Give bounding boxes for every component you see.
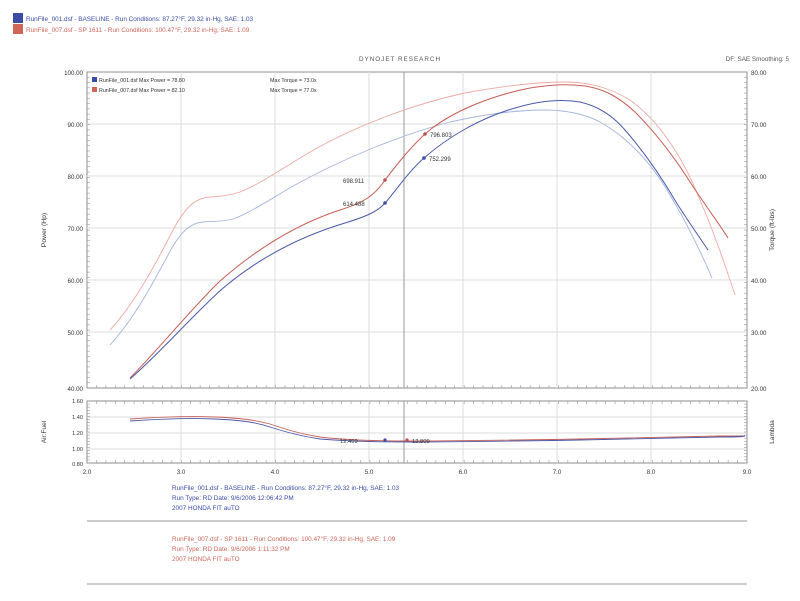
svg-text:1.60: 1.60 bbox=[72, 399, 83, 405]
svg-text:60.00: 60.00 bbox=[68, 278, 84, 285]
svg-text:50.00: 50.00 bbox=[751, 226, 767, 233]
svg-text:90.00: 90.00 bbox=[68, 122, 84, 129]
svg-text:Lambda: Lambda bbox=[769, 420, 776, 444]
svg-text:Run Type: RD Date: 9/6/2006 1: Run Type: RD Date: 9/6/2006 12:06:42 PM bbox=[172, 495, 294, 502]
svg-text:752.299: 752.299 bbox=[429, 157, 451, 163]
svg-text:Torque (ft-lbs): Torque (ft-lbs) bbox=[769, 209, 776, 251]
svg-text:RunFile_007.dsf - SP 1611 -: RunFile_007.dsf - SP 1611 - Run Conditio… bbox=[172, 535, 396, 543]
svg-text:RunFile_001.dsf - BASELINE -: RunFile_001.dsf - BASELINE - Run Conditi… bbox=[26, 15, 254, 23]
svg-text:Air:Fuel: Air:Fuel bbox=[41, 420, 48, 443]
svg-text:Power (Hp): Power (Hp) bbox=[41, 213, 48, 247]
svg-text:Run Type: RD Date: 9/6/2006 1: Run Type: RD Date: 9/6/2006 1:11:32 PM bbox=[172, 546, 290, 553]
svg-text:2007 HONDA FIT auTO: 2007 HONDA FIT auTO bbox=[172, 505, 240, 512]
svg-text:70.00: 70.00 bbox=[751, 122, 767, 129]
svg-text:2.0: 2.0 bbox=[83, 469, 92, 476]
svg-text:12.809: 12.809 bbox=[412, 439, 430, 445]
svg-text:1.20: 1.20 bbox=[72, 431, 83, 437]
svg-text:Max Torque = 73.0x: Max Torque = 73.0x bbox=[270, 78, 317, 84]
svg-text:60.00: 60.00 bbox=[751, 174, 767, 181]
svg-text:DF: SAE Smoothing: 5: DF: SAE Smoothing: 5 bbox=[726, 56, 790, 63]
svg-text:6.0: 6.0 bbox=[459, 469, 468, 476]
svg-text:70.00: 70.00 bbox=[68, 226, 84, 233]
svg-text:30.00: 30.00 bbox=[751, 330, 767, 337]
svg-text:8.0: 8.0 bbox=[647, 469, 656, 476]
svg-text:100.00: 100.00 bbox=[64, 70, 83, 77]
svg-text:12.469: 12.469 bbox=[340, 439, 358, 445]
svg-text:RunFile_007.dsf Max Power = 82: RunFile_007.dsf Max Power = 82.10 bbox=[99, 88, 185, 94]
svg-text:1.00: 1.00 bbox=[72, 447, 83, 453]
svg-text:80.00: 80.00 bbox=[68, 174, 84, 181]
svg-text:9.0: 9.0 bbox=[743, 469, 752, 476]
svg-text:40.00: 40.00 bbox=[68, 386, 84, 393]
svg-text:1.40: 1.40 bbox=[72, 415, 83, 421]
svg-text:5.0: 5.0 bbox=[365, 469, 374, 476]
svg-text:50.00: 50.00 bbox=[68, 330, 84, 337]
svg-text:0.80: 0.80 bbox=[72, 462, 83, 468]
svg-text:RunFile_001.dsf - BASELINE -: RunFile_001.dsf - BASELINE - Run Conditi… bbox=[172, 484, 400, 492]
svg-text:614.488: 614.488 bbox=[343, 202, 365, 208]
svg-text:20.00: 20.00 bbox=[751, 386, 767, 393]
svg-text:4.0: 4.0 bbox=[271, 469, 280, 476]
svg-text:40.00: 40.00 bbox=[751, 278, 767, 285]
svg-text:RunFile_001.dsf Max Power = 78: RunFile_001.dsf Max Power = 78.80 bbox=[99, 78, 185, 84]
svg-text:3.0: 3.0 bbox=[177, 469, 186, 476]
svg-text:796.803: 796.803 bbox=[430, 133, 452, 139]
svg-text:698.911: 698.911 bbox=[343, 179, 365, 185]
svg-text:RunFile_007.dsf - SP 1611 -: RunFile_007.dsf - SP 1611 - Run Conditio… bbox=[26, 26, 250, 34]
svg-text:2007 HONDA FIT auTO: 2007 HONDA FIT auTO bbox=[172, 556, 240, 563]
svg-text:80.00: 80.00 bbox=[751, 70, 767, 77]
svg-text:DYNOJET RESEARCH: DYNOJET RESEARCH bbox=[359, 56, 441, 63]
svg-text:7.0: 7.0 bbox=[553, 469, 562, 476]
svg-text:Max Torque = 77.0x: Max Torque = 77.0x bbox=[270, 88, 317, 94]
